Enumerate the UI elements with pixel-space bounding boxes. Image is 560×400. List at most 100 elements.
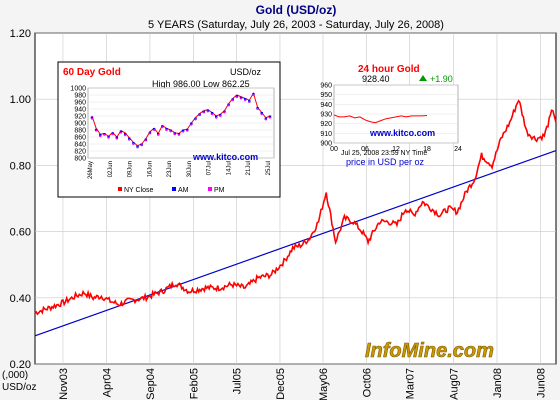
y-unit-usd: USD/oz [2, 382, 36, 393]
inset-60-day-pm-point [136, 146, 139, 149]
inset-60-day-unit: USD/oz [230, 67, 262, 77]
inset-60-day-pm-point [177, 133, 180, 136]
inset-60-day-x-tick: 14Jul [226, 161, 232, 175]
infomine-logo: InfoMine.com [365, 340, 494, 363]
inset-60-day-x-tick: 07Jul [207, 161, 213, 175]
inset-60-day-x-tick: 25Jul [266, 161, 272, 175]
inset-24h-y-tick: 950 [320, 92, 332, 99]
inset-60-day-pm-point [95, 129, 98, 132]
inset-60-day-pm-point [124, 134, 127, 137]
inset-24h-x-tick: 18 [423, 146, 431, 153]
inset-60-day-am-point [99, 134, 102, 137]
inset-60-day-y-tick: 820 [74, 149, 86, 156]
series-group [34, 99, 557, 337]
inset-60-day-pm-point [140, 144, 143, 147]
inset-60-day-pm-point [219, 115, 222, 117]
inset-60-day-pm-point [107, 136, 110, 139]
x-tick-label: Jul05 [231, 368, 243, 394]
inset-60-day-pm-point [132, 143, 135, 145]
inset-60-day-x-tick: 16Jun [147, 161, 153, 177]
inset-60-day-am-point [123, 133, 127, 136]
inset-60-day-pm-point [119, 131, 122, 134]
inset-24h-price-line [333, 114, 428, 124]
inset-60-day-y-tick: 960 [74, 100, 86, 107]
inset-24h-series [333, 114, 428, 124]
inset-24h-x-tick: 06 [361, 146, 369, 153]
inset-60-day-pm-point [206, 110, 209, 113]
inset-60-day-pm-point [235, 96, 238, 99]
inset-60-day-pm-point [148, 132, 151, 135]
inset-24h-x-tick: 12 [392, 146, 400, 153]
inset-60-day-am-point [260, 112, 263, 115]
inset-60-day-pm-point [91, 117, 93, 120]
inset-60-day-x-tick: 21Jul [246, 161, 252, 175]
legend-label: AM [178, 187, 189, 194]
legend-label: NY Close [124, 187, 154, 194]
inset-60-day-am-point [119, 130, 123, 133]
inset-60-day-pm-point [198, 114, 201, 117]
inset-24h-footer: price in USD per oz [346, 157, 425, 167]
x-tick-label: Jun08 [535, 368, 547, 398]
inset-24h-y-tick: 910 [320, 131, 332, 138]
inset-24-hour: 24 hour Gold 928.40 +1.90 960 950 940 930 92… [320, 64, 462, 167]
y-tick-label: 0.40 [10, 293, 31, 305]
x-tick-label: Oct06 [362, 368, 374, 397]
inset-60-day-y-tick: 880 [74, 128, 86, 135]
inset-60-day-am-point [210, 112, 214, 115]
inset-60-day-pm-point [128, 138, 131, 141]
inset-60-day-y-tick: 1000 [70, 86, 86, 93]
inset-60-day-pm-point [269, 116, 271, 119]
gold-price-line [34, 99, 557, 316]
inset-60-day-pm-point [194, 118, 197, 121]
inset-24h-y-tick: 940 [320, 102, 332, 109]
inset-60-day-pm-point [190, 123, 193, 126]
inset-60-day-am-point [214, 115, 218, 118]
x-tick-label: Jan08 [492, 368, 504, 398]
inset-24h-y-tick: 930 [320, 112, 332, 119]
inset-24h-x-tick: 24 [454, 146, 462, 153]
inset-60-day-pm-point [231, 99, 234, 102]
inset-60-day-high-low: High 986.00 Low 862.25 [152, 79, 250, 89]
x-tick-label: Sep04 [145, 368, 157, 400]
inset-60-day-pm-point [144, 139, 147, 142]
inset-24h-price: 928.40 [362, 74, 390, 84]
inset-60-day-y-tick: 980 [74, 93, 86, 100]
inset-60-day-pm-point [215, 116, 218, 119]
inset-60-day-y-tick: 900 [74, 121, 86, 128]
inset-60-day-y-tick: 840 [74, 142, 86, 149]
inset-60-day-y-tick: 940 [74, 107, 86, 114]
chart-subtitle: 5 YEARS (Saturday, July 26, 2003 - Satur… [148, 19, 444, 31]
inset-60-day-pm-point [211, 113, 214, 116]
inset-60-day-pm-point [157, 133, 160, 136]
y-tick-label: 0.80 [10, 160, 31, 172]
inset-60-day-x-tick: 09Jun [128, 161, 134, 177]
inset-60-day-pm-point [153, 129, 156, 131]
inset-24h-x-tick: 00 [330, 146, 338, 153]
inset-60-day-am-point [115, 136, 119, 139]
inset-24h-title: 24 hour Gold [358, 64, 420, 75]
up-arrow-icon [419, 75, 427, 81]
legend-label: PM [214, 187, 225, 194]
inset-60-day-series [90, 92, 272, 149]
inset-60-day-pm-point [227, 104, 230, 107]
x-axis: Nov03 Apr04 Sep04 Feb05 Jul05 Dec05 May06 Oct06… [58, 368, 547, 400]
inset-60-day-pm-point [244, 99, 247, 102]
inset-60-day-x-tick: 26May [88, 161, 94, 179]
inset-60-day-x-tick: 30Jun [187, 161, 193, 177]
legend-swatch [118, 187, 122, 191]
inset-24h-y-tick: 920 [320, 121, 332, 128]
inset-60-day-pm-point [264, 118, 267, 121]
inset-60-day-am-point [243, 98, 247, 101]
inset-60-day-am-point [190, 122, 193, 125]
inset-24h-y-tick: 900 [320, 141, 332, 148]
y-tick-label: 0.20 [10, 359, 31, 371]
inset-60-day-pm-point [103, 133, 106, 136]
infomine-watermark: InfoMine.com [365, 340, 494, 362]
inset-60-day-y-tick: 920 [74, 114, 86, 121]
inset-60-day-am-point [90, 116, 94, 119]
inset-60-day-y-tick: 800 [74, 156, 86, 163]
inset-60-day-x-tick: 23Jun [167, 161, 173, 177]
